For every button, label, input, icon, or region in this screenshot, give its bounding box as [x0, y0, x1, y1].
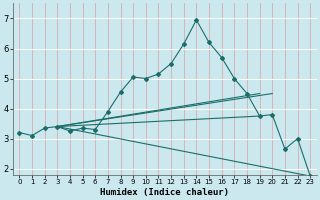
X-axis label: Humidex (Indice chaleur): Humidex (Indice chaleur): [100, 188, 229, 197]
